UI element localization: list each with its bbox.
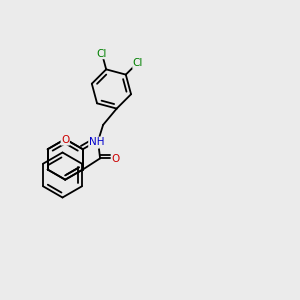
Text: O: O: [111, 154, 119, 164]
Text: O: O: [61, 135, 69, 145]
Text: Cl: Cl: [133, 58, 143, 68]
Text: Cl: Cl: [97, 49, 107, 59]
Text: NH: NH: [89, 137, 104, 147]
Text: O: O: [91, 138, 99, 148]
